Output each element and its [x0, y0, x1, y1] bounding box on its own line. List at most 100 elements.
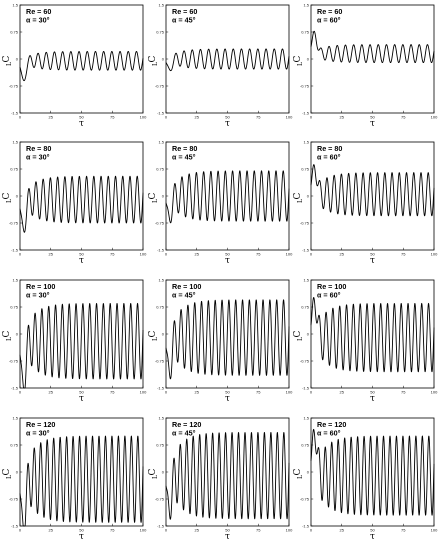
y-axis-label: C	[2, 192, 12, 199]
y-tick-label: 1.5	[158, 277, 164, 282]
angle-label: α = 60°	[317, 291, 341, 300]
y-tick-label: 0	[162, 193, 165, 198]
y-axis-label-subscript: L	[6, 475, 13, 479]
y-tick-label: -1.5	[11, 385, 19, 390]
x-tick-label: 100	[140, 390, 147, 395]
y-tick-label: -1.5	[157, 247, 165, 252]
x-axis-label: τ	[79, 119, 84, 129]
lift-coefficient-curve	[310, 297, 435, 373]
chart-panel: 0 25 50 75 100 1.5 0.75 0 -0.75 -1.5 τ CL Re = 80α =…	[2, 139, 147, 266]
y-axis-label-subscript: L	[297, 475, 304, 479]
x-tick-label: 75	[110, 252, 115, 257]
chart-panel: 0 25 50 75 100 1.5 0.75 0 -0.75 -1.5 τ CL Re = 80α =…	[293, 139, 438, 266]
x-tick-label: 100	[431, 115, 438, 120]
reynolds-label: Re = 100	[317, 282, 346, 291]
y-axis-label: C	[148, 468, 158, 475]
y-tick-label: -1.5	[11, 110, 19, 115]
y-axis-label-subscript: L	[297, 62, 304, 66]
x-axis-label: τ	[370, 532, 375, 542]
y-tick-label: 1.5	[12, 415, 18, 420]
x-tick-label: 50	[225, 528, 230, 533]
x-tick-label: 0	[19, 252, 22, 257]
x-tick-label: 0	[310, 252, 313, 257]
y-axis-label: C	[2, 468, 12, 475]
lift-coefficient-curve	[19, 175, 144, 233]
y-tick-label: 0	[16, 331, 19, 336]
x-tick-label: 25	[340, 115, 345, 120]
x-tick-label: 25	[340, 252, 345, 257]
x-tick-label: 25	[195, 252, 200, 257]
x-tick-label: 25	[340, 528, 345, 533]
x-axis-label: τ	[79, 256, 84, 266]
lift-coefficient-curve	[165, 299, 290, 380]
reynolds-label: Re = 60	[26, 7, 51, 16]
y-axis-label: C	[293, 192, 303, 199]
x-tick-label: 75	[110, 390, 115, 395]
y-tick-label: 0.75	[10, 442, 19, 447]
angle-label: α = 45°	[172, 16, 196, 25]
angle-label: α = 60°	[317, 16, 341, 25]
y-axis-label-subscript: L	[297, 199, 304, 203]
x-tick-label: 100	[431, 528, 438, 533]
x-tick-label: 75	[110, 115, 115, 120]
y-tick-label: -0.75	[9, 83, 19, 88]
y-axis-label: C	[2, 55, 12, 62]
reynolds-label: Re = 80	[26, 144, 51, 153]
chart-panel: 0 25 50 75 100 1.5 0.75 0 -0.75 -1.5 τ CL Re = 80α =…	[148, 139, 293, 266]
y-tick-label: -0.75	[9, 358, 19, 363]
y-tick-label: 0	[307, 193, 310, 198]
y-tick-label: 0	[16, 193, 19, 198]
x-tick-label: 50	[79, 390, 84, 395]
chart-panel: 0 25 50 75 100 1.5 0.75 0 -0.75 -1.5 τ CL Re = 120α …	[293, 415, 438, 542]
y-tick-label: 1.5	[158, 2, 164, 7]
x-tick-label: 0	[310, 390, 313, 395]
y-tick-label: -0.75	[300, 220, 310, 225]
y-tick-label: 1.5	[12, 277, 18, 282]
x-tick-label: 25	[49, 115, 54, 120]
y-tick-label: -1.5	[157, 110, 165, 115]
reynolds-label: Re = 120	[317, 420, 346, 429]
x-tick-label: 75	[401, 115, 406, 120]
x-tick-label: 25	[195, 390, 200, 395]
angle-label: α = 30°	[26, 153, 50, 162]
y-tick-label: 1.5	[303, 2, 309, 7]
chart-panel: 0 25 50 75 100 1.5 0.75 0 -0.75 -1.5 τ CL Re = 120α …	[148, 415, 293, 542]
angle-label: α = 60°	[317, 153, 341, 162]
y-tick-label: 0	[162, 56, 165, 61]
y-tick-label: 1.5	[12, 139, 18, 144]
y-tick-label: -0.75	[9, 496, 19, 501]
lift-coefficient-curve	[165, 431, 290, 520]
y-tick-label: 0.75	[156, 166, 165, 171]
y-axis-label-subscript: L	[152, 475, 159, 479]
y-axis-label: C	[293, 468, 303, 475]
x-tick-label: 25	[195, 115, 200, 120]
x-tick-label: 0	[19, 528, 22, 533]
angle-label: α = 45°	[172, 429, 196, 438]
y-tick-label: 0.75	[10, 166, 19, 171]
y-tick-label: 0.75	[301, 304, 310, 309]
chart-panel: 0 25 50 75 100 1.5 0.75 0 -0.75 -1.5 τ CL Re = 60α =…	[148, 2, 293, 129]
reynolds-label: Re = 100	[26, 282, 55, 291]
x-axis-label: τ	[370, 119, 375, 129]
y-tick-label: 0.75	[301, 29, 310, 34]
x-tick-label: 75	[256, 390, 261, 395]
x-axis-label: τ	[225, 256, 230, 266]
reynolds-label: Re = 120	[172, 420, 201, 429]
y-axis-label: C	[148, 192, 158, 199]
x-tick-label: 100	[286, 528, 293, 533]
reynolds-label: Re = 120	[26, 420, 55, 429]
y-axis-label: C	[293, 330, 303, 337]
x-tick-label: 50	[225, 390, 230, 395]
y-axis-label-subscript: L	[297, 337, 304, 341]
chart-panel: 0 25 50 75 100 1.5 0.75 0 -0.75 -1.5 τ CL Re = 60α =…	[2, 2, 147, 129]
x-tick-label: 100	[431, 252, 438, 257]
lift-coefficient-curve	[19, 50, 144, 82]
y-tick-label: 0	[162, 469, 165, 474]
y-tick-label: -0.75	[155, 358, 165, 363]
y-tick-label: 0	[16, 469, 19, 474]
y-tick-label: -1.5	[302, 523, 310, 528]
x-tick-label: 25	[340, 390, 345, 395]
angle-label: α = 45°	[172, 291, 196, 300]
x-tick-label: 50	[79, 252, 84, 257]
